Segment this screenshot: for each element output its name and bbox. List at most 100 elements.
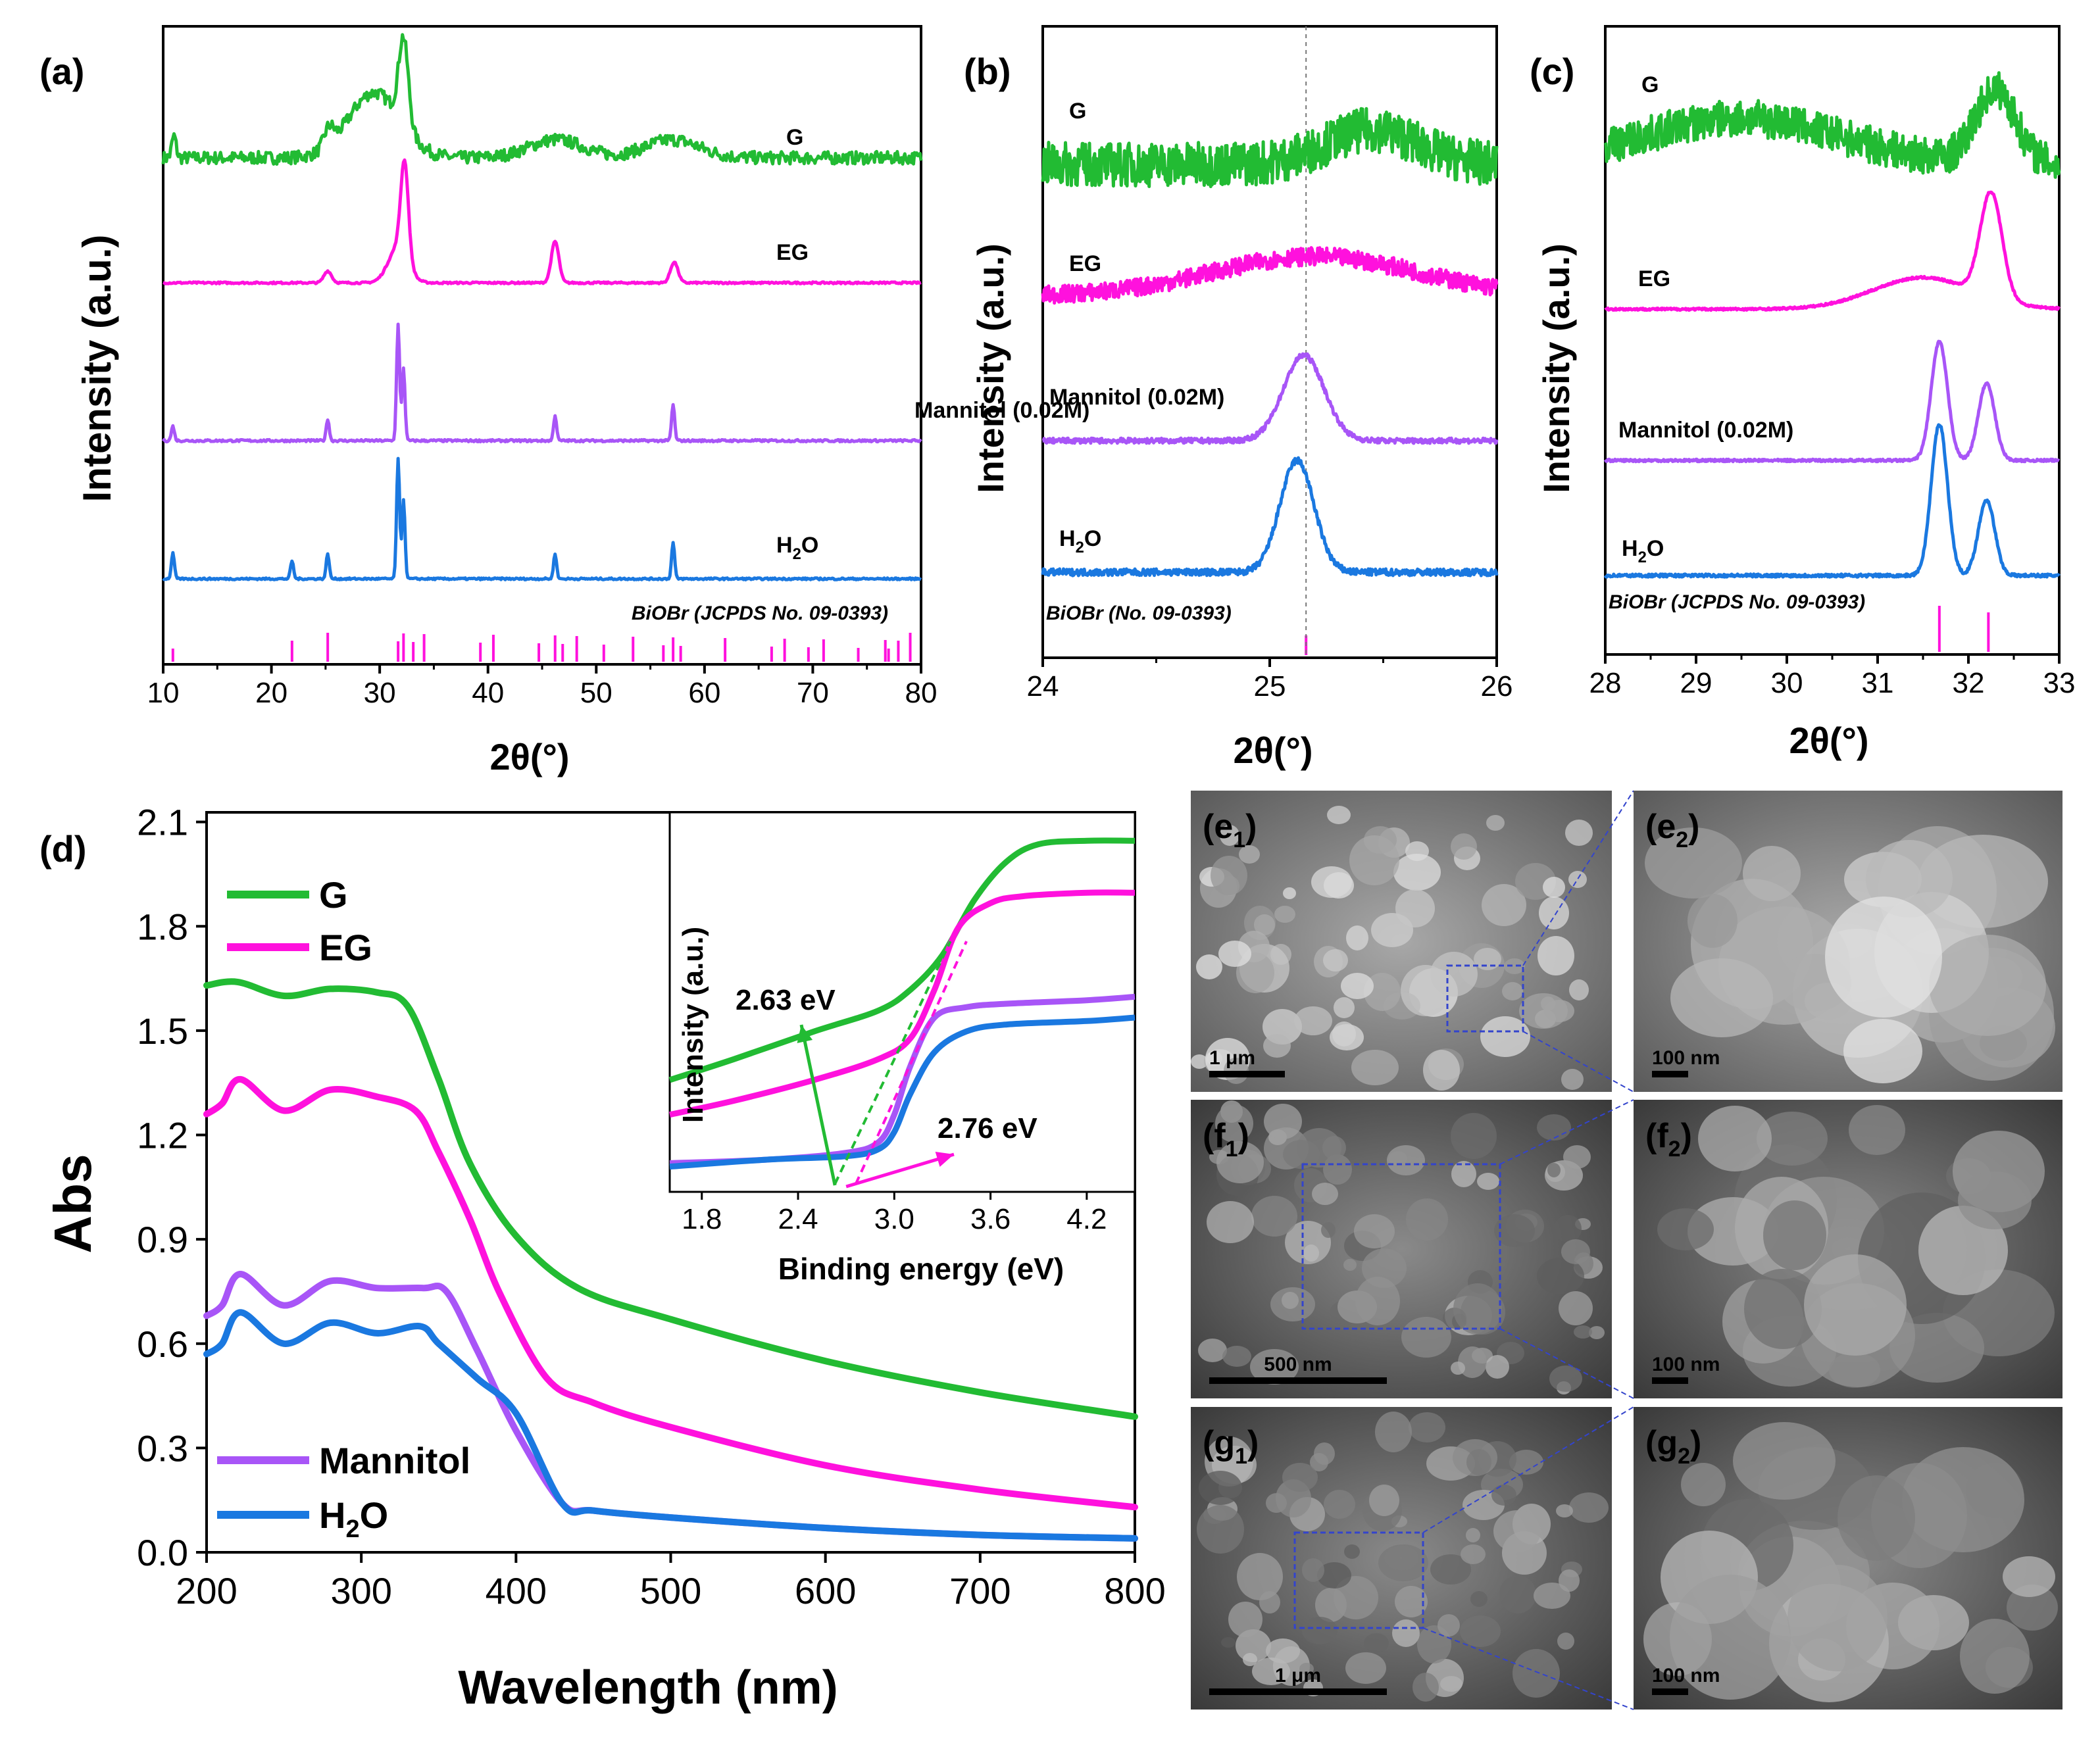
sem-texture-g2: [1681, 1463, 1726, 1506]
sem-texture-g1: [1440, 1676, 1462, 1692]
sem-texture-f1: [1547, 1163, 1561, 1177]
sem-texture-g1: [1243, 1653, 1257, 1666]
sem-texture-e1: [1519, 993, 1568, 1029]
sem-texture-f2: [1698, 1106, 1772, 1171]
sem-texture-e1: [1538, 936, 1574, 975]
y-tick-label-d: 0.3: [137, 1427, 188, 1469]
sem-texture-f1: [1537, 1258, 1584, 1294]
sem-texture-e1: [1239, 845, 1260, 864]
sem-texture-f1: [1589, 1326, 1605, 1339]
series-line-c: [1603, 339, 2061, 464]
sem-texture-g1: [1302, 1558, 1324, 1582]
sem-texture-g1: [1534, 1583, 1570, 1609]
series-label-a: EG: [776, 240, 809, 265]
sem-texture-e1: [1423, 1050, 1460, 1091]
sem-texture-f1: [1250, 1349, 1299, 1385]
panel-b: (b) Intensity (a.u.) 24 25 26 G EG Mannitol (…: [964, 25, 1513, 771]
legend-d-bottom: Mannitol H2O: [217, 1440, 470, 1543]
series-label-a: G: [786, 125, 803, 150]
sem-scale-label-g2: 100 nm: [1652, 1665, 1720, 1686]
sem-texture-e1: [1401, 965, 1451, 1016]
series-line-c: [1603, 71, 2061, 179]
sem-texture-f2: [1849, 1105, 1905, 1155]
sem-texture-g1: [1299, 1663, 1314, 1675]
y-tick-label-d: 0.6: [137, 1323, 188, 1365]
x-tick-label-b: 24: [1027, 670, 1059, 702]
sem-texture-g1: [1324, 1490, 1355, 1519]
sem-texture-e2: [1645, 827, 1742, 898]
sem-scale-label-e2: 100 nm: [1652, 1047, 1720, 1069]
reference-label-c: BiOBr (JCPDS No. 09-0393): [1609, 591, 1865, 613]
y-tick-label-d: 0.9: [137, 1219, 188, 1260]
y-tick-label-d: 0.0: [137, 1532, 188, 1573]
sem-texture-g1: [1273, 1646, 1310, 1686]
sem-zoom-connector-e1: [1522, 790, 1634, 966]
sem-texture-e1: [1568, 871, 1587, 888]
sem-texture-g1: [1556, 1504, 1573, 1517]
sem-zoom-connector-e1: [1522, 1031, 1634, 1093]
x-tick-label-b: 26: [1481, 670, 1513, 702]
sem-texture-e1: [1451, 833, 1477, 860]
sem-texture-g1: [1197, 1505, 1244, 1554]
sem-texture-g1: [1228, 1602, 1262, 1637]
panel-a: (a) Intensity (a.u.) 10 20 30 40 50 60 70 80 G EG…: [39, 25, 1089, 777]
panel-label-a: (a): [39, 51, 84, 92]
sem-scale-bar-f2: [1652, 1377, 1688, 1384]
x-tick-label-c: 33: [2043, 667, 2076, 699]
sem-texture-e1: [1334, 997, 1355, 1018]
sem-texture-e1: [1565, 820, 1593, 846]
legend-label-h2o: H2O: [319, 1494, 388, 1543]
x-tick-label-a: 70: [797, 677, 829, 709]
series-label-b: G: [1069, 99, 1086, 124]
sem-zoom-connector-g1: [1422, 1627, 1634, 1710]
sem-texture-f1: [1322, 1136, 1346, 1160]
sem-panel-f1: (f1) 500 nm: [1191, 1099, 1634, 1399]
sem-texture-g1: [1364, 1633, 1389, 1653]
x-tick-label-c: 31: [1862, 667, 1894, 699]
sem-texture-f1: [1389, 1151, 1407, 1166]
sem-texture-g1: [1395, 1586, 1428, 1617]
sem-texture-f1: [1216, 1141, 1264, 1183]
sem-texture-g1: [1236, 1629, 1271, 1662]
sem-label-g1: (g1): [1203, 1424, 1259, 1469]
sem-texture-e1: [1196, 954, 1222, 979]
sem-texture-e1: [1351, 1050, 1399, 1085]
xlabel-c: 2θ(°): [1789, 720, 1868, 761]
series-label-c: EG: [1638, 266, 1670, 291]
sem-texture-g1: [1430, 1554, 1471, 1585]
sem-texture-f1: [1561, 1239, 1590, 1264]
series-line-a: [162, 456, 922, 581]
inset-d: 1.8 2.4 3.0 3.6 4.2: [668, 811, 1136, 1235]
sem-texture-e1: [1474, 948, 1501, 970]
sem-texture-f1: [1453, 1283, 1502, 1335]
sem-texture-g1: [1302, 1617, 1338, 1644]
series-label-c: G: [1641, 72, 1659, 97]
legend-label-mannitol: Mannitol: [319, 1440, 470, 1481]
sem-texture-g1: [1569, 1492, 1609, 1523]
sem-scale-label-e1: 1 μm: [1209, 1047, 1255, 1069]
series-line-d-mannitol: [203, 1270, 1138, 1542]
reference-label-a: BiOBr (JCPDS No. 09-0393): [632, 603, 888, 624]
sem-texture-e1: [1294, 1006, 1332, 1035]
x-tick-label-d: 800: [1104, 1570, 1165, 1612]
sem-texture-e1: [1480, 1016, 1530, 1057]
x-tick-label-a: 60: [688, 677, 720, 709]
legend-d-top: G EG: [227, 874, 372, 968]
inset-series-line-g: [668, 837, 1136, 1083]
sem-texture-g1: [1378, 1544, 1428, 1581]
sem-texture-g1: [1470, 1591, 1488, 1607]
panel-d: (d) Abs 200 300 400 500 600 700 800 0.0 0.3 0.6 0.…: [39, 802, 1166, 1714]
xlabel-a: 2θ(°): [489, 736, 569, 777]
inset-annotation-263: 2.63 eV: [736, 984, 836, 1016]
inset-annotation-276: 2.76 eV: [938, 1112, 1038, 1144]
sem-texture-e2: [1688, 894, 1738, 948]
sem-texture-g2: [1960, 1619, 2030, 1694]
sem-texture-e1: [1332, 1021, 1356, 1046]
sem-texture-g1: [1499, 1575, 1536, 1613]
sem-texture-g1: [1461, 1544, 1486, 1564]
sem-texture-g1: [1237, 1553, 1283, 1600]
sem-texture-f1: [1458, 1346, 1487, 1378]
x-tick-label-a: 80: [905, 677, 938, 709]
sem-texture-g1: [1466, 1449, 1491, 1475]
sem-texture-g1: [1345, 1652, 1386, 1684]
